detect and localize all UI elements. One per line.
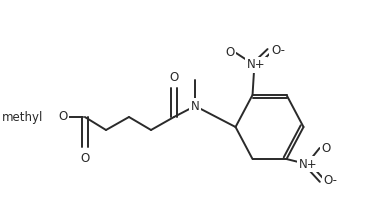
Text: O: O xyxy=(225,46,234,60)
Text: N: N xyxy=(191,100,199,112)
Text: methyl: methyl xyxy=(2,110,44,124)
Text: O-: O- xyxy=(323,174,337,186)
Text: O: O xyxy=(169,71,179,84)
Text: O: O xyxy=(58,110,67,124)
Text: O-: O- xyxy=(271,44,285,58)
Text: N+: N+ xyxy=(299,158,318,171)
Text: O: O xyxy=(80,152,90,165)
Text: O: O xyxy=(321,141,331,155)
Text: N+: N+ xyxy=(247,59,265,71)
